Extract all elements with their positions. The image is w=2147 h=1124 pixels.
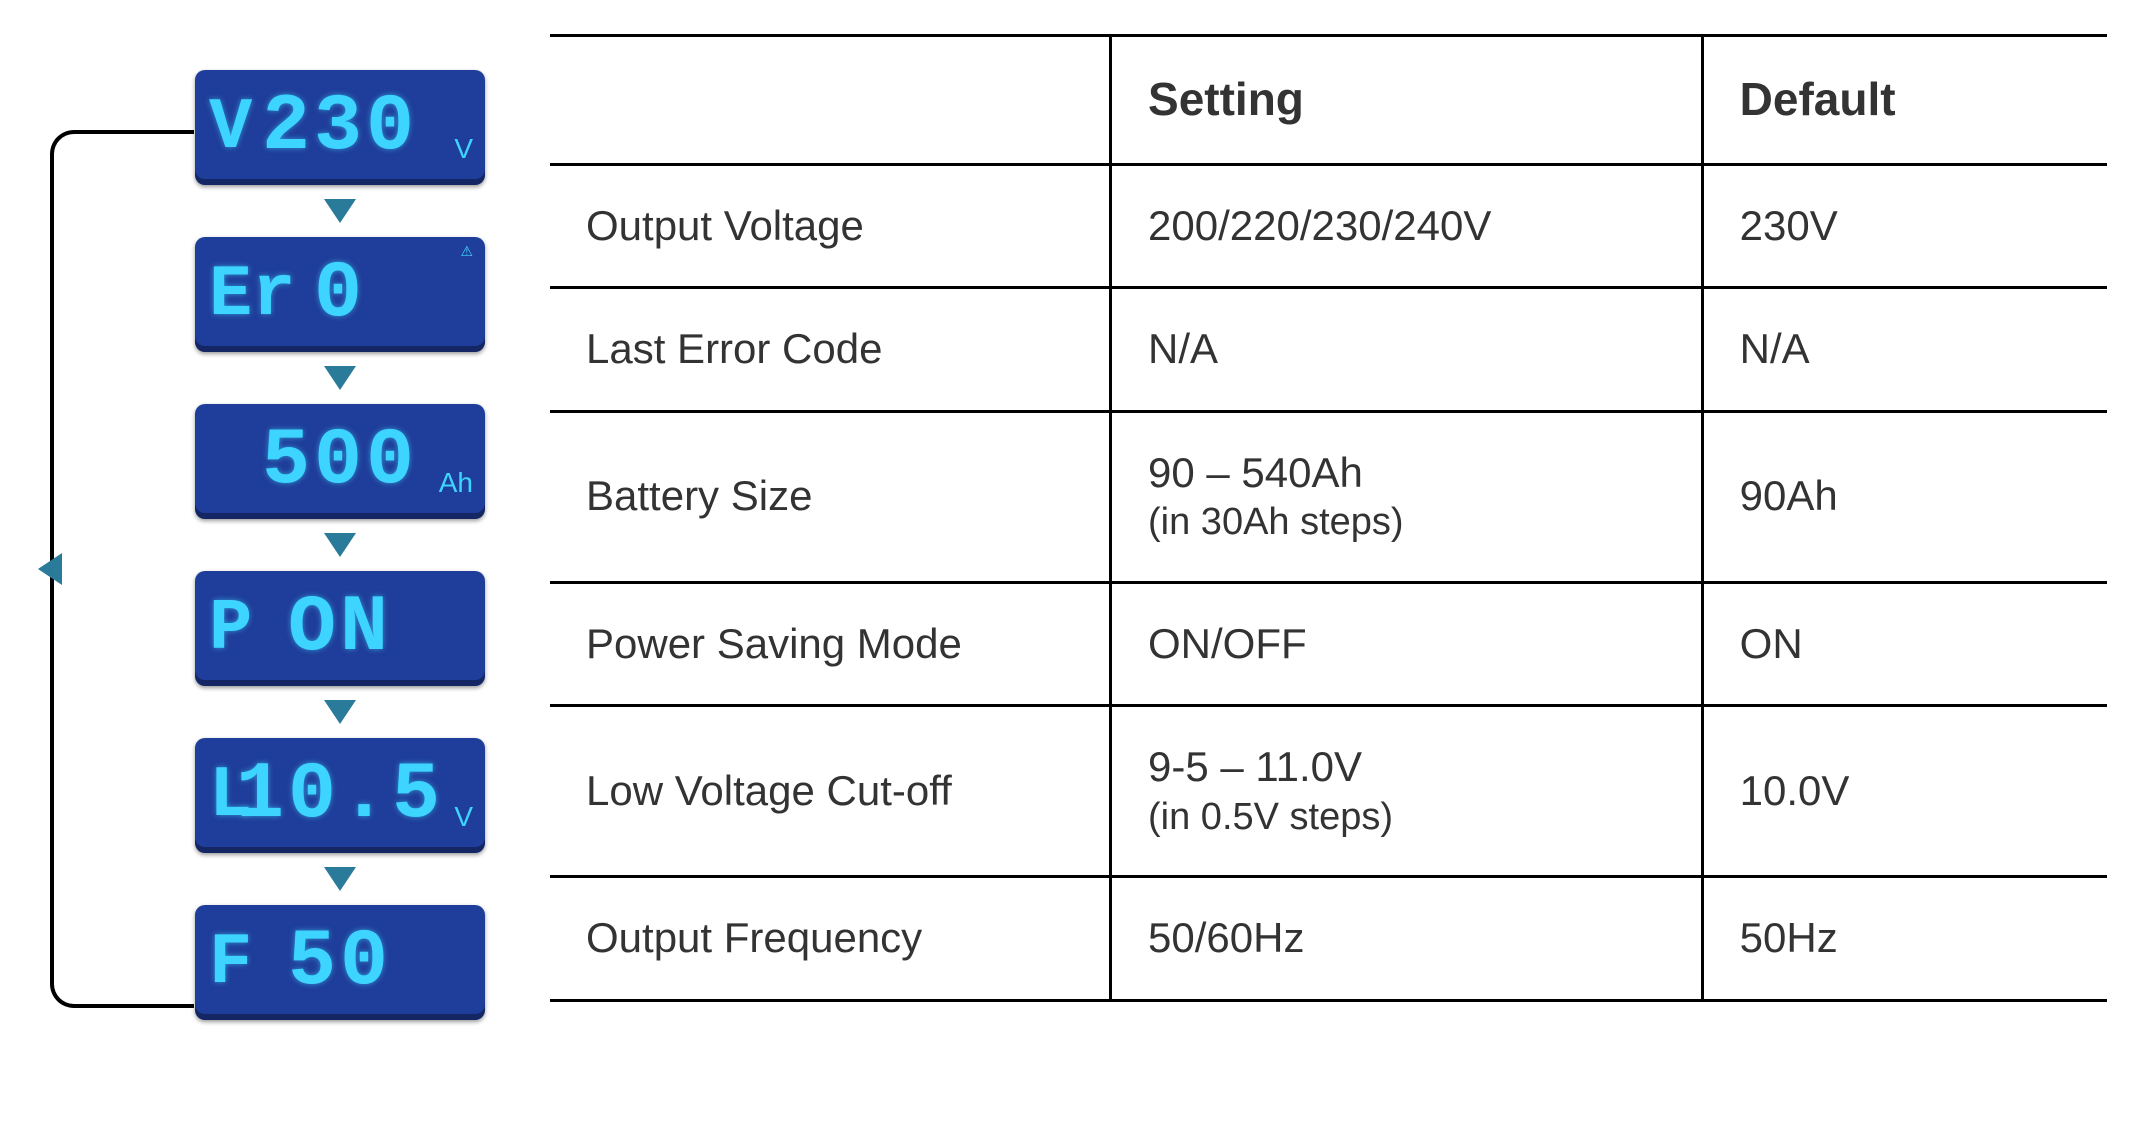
cell-setting: 90 – 540Ah (in 30Ah steps) — [1111, 411, 1703, 582]
lcd-prefix: Er — [209, 254, 295, 336]
cell-default: 230V — [1702, 164, 2107, 288]
lcd-value: 50 — [288, 917, 392, 1008]
settings-table: Setting Default Output Voltage 200/220/2… — [550, 34, 2107, 1002]
lcd-prefix: F — [209, 922, 252, 1004]
loop-arrow — [50, 130, 194, 1008]
lcd-value: ON — [288, 583, 392, 674]
cell-setting: N/A — [1111, 288, 1703, 412]
col-header-setting: Setting — [1111, 36, 1703, 165]
cell-setting-sub: (in 30Ah steps) — [1148, 499, 1665, 547]
warning-icon: ⚠ — [460, 243, 473, 260]
cell-setting-main: 9-5 – 11.0V — [1148, 743, 1362, 790]
page: V 230 V Er 0 ⚠ 500 Ah P ON L — [0, 0, 2147, 1124]
table-header-row: Setting Default — [550, 36, 2107, 165]
cell-setting: ON/OFF — [1111, 582, 1703, 706]
lcd-value: 230 — [262, 82, 418, 173]
table-row: Output Frequency 50/60Hz 50Hz — [550, 877, 2107, 1001]
cell-default: 50Hz — [1702, 877, 2107, 1001]
cell-param: Low Voltage Cut-off — [550, 706, 1111, 877]
lcd-unit: Ah — [439, 467, 473, 499]
down-arrow-icon — [324, 867, 356, 891]
cell-default: ON — [1702, 582, 2107, 706]
down-arrow-icon — [324, 366, 356, 390]
settings-table-wrap: Setting Default Output Voltage 200/220/2… — [550, 30, 2107, 1002]
down-arrow-icon — [324, 533, 356, 557]
cell-param: Power Saving Mode — [550, 582, 1111, 706]
cell-default: N/A — [1702, 288, 2107, 412]
lcd-prefix: L — [209, 755, 252, 837]
lcd-value: 10.5 — [236, 750, 444, 841]
cell-setting-main: N/A — [1148, 325, 1218, 372]
lcd-value: 500 — [262, 416, 418, 507]
lcd-low-voltage-cutoff: L 10.5 V — [195, 738, 485, 853]
col-header-default: Default — [1702, 36, 2107, 165]
cell-setting-sub: (in 0.5V steps) — [1148, 794, 1665, 842]
cell-setting-main: ON/OFF — [1148, 620, 1307, 667]
cell-default: 90Ah — [1702, 411, 2107, 582]
cell-setting-main: 90 – 540Ah — [1148, 449, 1363, 496]
table-row: Output Voltage 200/220/230/240V 230V — [550, 164, 2107, 288]
lcd-prefix: P — [209, 588, 252, 670]
table-row: Last Error Code N/A N/A — [550, 288, 2107, 412]
lcd-battery-size: 500 Ah — [195, 404, 485, 519]
down-arrow-icon — [324, 700, 356, 724]
lcd-stack: V 230 V Er 0 ⚠ 500 Ah P ON L — [190, 70, 490, 1020]
lcd-flow: V 230 V Er 0 ⚠ 500 Ah P ON L — [30, 30, 500, 1090]
cell-setting-main: 200/220/230/240V — [1148, 202, 1491, 249]
lcd-error-code: Er 0 ⚠ — [195, 237, 485, 352]
cell-setting: 9-5 – 11.0V (in 0.5V steps) — [1111, 706, 1703, 877]
cell-setting: 50/60Hz — [1111, 877, 1703, 1001]
lcd-prefix: V — [209, 87, 252, 169]
table-row: Battery Size 90 – 540Ah (in 30Ah steps) … — [550, 411, 2107, 582]
lcd-power-saving: P ON — [195, 571, 485, 686]
lcd-output-voltage: V 230 V — [195, 70, 485, 185]
lcd-unit: V — [454, 133, 473, 165]
cell-param: Last Error Code — [550, 288, 1111, 412]
cell-setting-main: 50/60Hz — [1148, 914, 1304, 961]
cell-param: Battery Size — [550, 411, 1111, 582]
cell-param: Output Frequency — [550, 877, 1111, 1001]
table-row: Low Voltage Cut-off 9-5 – 11.0V (in 0.5V… — [550, 706, 2107, 877]
cell-setting: 200/220/230/240V — [1111, 164, 1703, 288]
down-arrow-icon — [324, 199, 356, 223]
lcd-value: 0 — [314, 249, 366, 340]
lcd-output-frequency: F 50 — [195, 905, 485, 1020]
col-header-param — [550, 36, 1111, 165]
cell-param: Output Voltage — [550, 164, 1111, 288]
lcd-unit: V — [454, 801, 473, 833]
table-row: Power Saving Mode ON/OFF ON — [550, 582, 2107, 706]
cell-default: 10.0V — [1702, 706, 2107, 877]
